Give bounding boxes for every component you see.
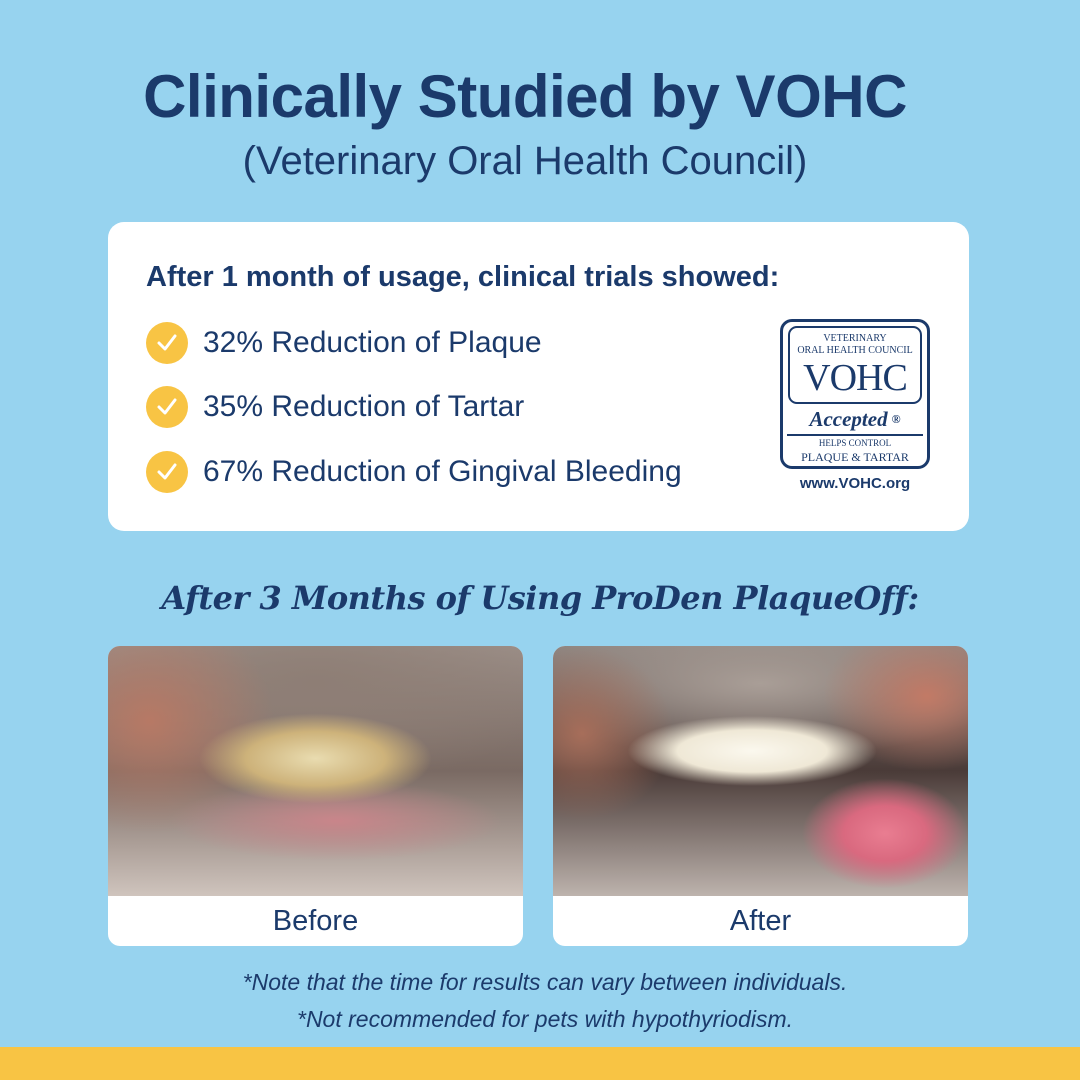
seal-line3: HELPS CONTROL <box>818 438 892 448</box>
after-photo <box>553 646 968 896</box>
page-subtitle: (Veterinary Oral Health Council) <box>242 139 808 183</box>
stat-label: 35% Reduction of Tartar <box>203 390 525 423</box>
stat-item: 35% Reduction of Tartar <box>146 386 524 428</box>
check-circle-icon <box>146 451 188 493</box>
note-hypothyroidism: *Not recommended for pets with hypothyri… <box>297 1006 793 1032</box>
check-circle-icon <box>146 322 188 364</box>
seal-acronym: VOHC <box>803 357 908 399</box>
stat-item: 67% Reduction of Gingival Bleeding <box>146 451 682 493</box>
seal-line4: PLAQUE & TARTAR <box>801 450 909 464</box>
seal-registered: ® <box>891 412 901 426</box>
seal-accepted-row: Accepted ® <box>783 406 927 432</box>
note-results-vary: *Note that the time for results can vary… <box>242 969 848 995</box>
seal-line2: ORAL HEALTH COUNCIL <box>797 345 913 356</box>
results-card: After 1 month of usage, clinical trials … <box>108 222 969 531</box>
seal-inner-frame: VETERINARY ORAL HEALTH COUNCIL VOHC <box>788 326 922 404</box>
page-title: Clinically Studied by VOHC <box>143 63 907 130</box>
seal-line1: VETERINARY <box>823 333 887 344</box>
vohc-seal-logo: VETERINARY ORAL HEALTH COUNCIL VOHC Acce… <box>780 319 930 469</box>
stat-label: 67% Reduction of Gingival Bleeding <box>203 455 682 488</box>
before-photo <box>108 646 523 896</box>
seal-divider <box>787 434 923 436</box>
results-heading: After 1 month of usage, clinical trials … <box>146 261 780 293</box>
before-caption: Before <box>272 905 359 937</box>
bottom-bar <box>0 1047 1080 1080</box>
vohc-seal: VETERINARY ORAL HEALTH COUNCIL VOHC Acce… <box>780 319 930 493</box>
before-card: Before <box>108 646 523 946</box>
after-card: After <box>553 646 968 946</box>
seal-url: www.VOHC.org <box>799 475 911 492</box>
after-caption: After <box>729 905 792 937</box>
check-circle-icon <box>146 386 188 428</box>
stat-item: 32% Reduction of Plaque <box>146 322 542 364</box>
stat-label: 32% Reduction of Plaque <box>203 326 542 359</box>
comparison-heading: After 3 Months of Using ProDen PlaqueOff… <box>161 579 919 617</box>
seal-accepted: Accepted <box>809 407 888 431</box>
